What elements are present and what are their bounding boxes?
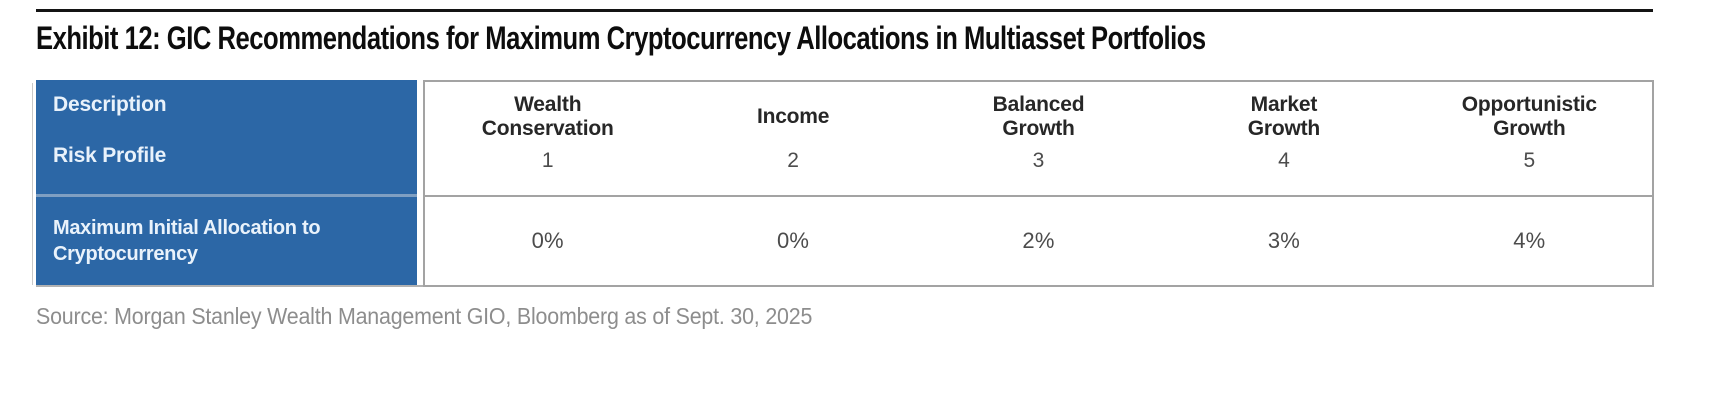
profile-name: Income <box>756 104 830 128</box>
allocation-row-label: Maximum Initial Allocation to Cryptocurr… <box>53 217 321 265</box>
allocation-row-label-cell: Maximum Initial Allocation to Cryptocurr… <box>36 197 417 285</box>
risk-profile-number: 2 <box>787 149 799 172</box>
column-header-opportunistic-growth: Opportunistic Growth 5 <box>1407 82 1652 195</box>
risk-profile-number: 5 <box>1523 149 1536 172</box>
description-row-label: Description <box>53 93 167 116</box>
risk-profile-number: 3 <box>1032 149 1045 172</box>
blue-column-divider <box>36 194 417 197</box>
allocation-value-market-growth: 3% <box>1267 228 1301 253</box>
profile-name: Opportunistic Growth <box>1461 92 1597 140</box>
title-top-rule <box>36 9 1653 12</box>
source-note: Source: Morgan Stanley Wealth Management… <box>36 303 813 329</box>
column-header-balanced-growth: Balanced Growth 3 <box>916 82 1161 195</box>
column-header-wealth-conservation: Wealth Conservation 1 <box>425 82 670 195</box>
profile-name: Wealth Conservation <box>481 92 614 140</box>
column-header-income: Income 2 <box>670 82 915 195</box>
allocation-values-row: 0% 0% 2% 3% 4% <box>425 197 1652 285</box>
allocation-value-wealth-conservation: 0% <box>531 228 564 253</box>
risk-profile-number: 1 <box>541 149 554 172</box>
column-header-market-growth: Market Growth 4 <box>1161 82 1406 195</box>
allocation-value-opportunistic-growth: 4% <box>1513 228 1546 253</box>
profile-header-row: Wealth Conservation 1 Income 2 Balanced … <box>425 82 1652 197</box>
profile-name: Balanced Growth <box>992 92 1085 140</box>
risk-profile-row-label: Risk Profile <box>53 144 167 167</box>
exhibit-title: Exhibit 12: GIC Recommendations for Maxi… <box>36 20 1206 56</box>
profile-name: Market Growth <box>1247 92 1321 140</box>
risk-profile-number: 4 <box>1278 149 1290 172</box>
allocation-table: Description Risk Profile Maximum Initial… <box>32 80 1654 287</box>
profile-columns-panel: Wealth Conservation 1 Income 2 Balanced … <box>423 80 1654 287</box>
allocation-value-balanced-growth: 2% <box>1022 228 1055 253</box>
allocation-value-income: 0% <box>777 228 810 253</box>
row-label-column: Description Risk Profile Maximum Initial… <box>36 80 417 285</box>
